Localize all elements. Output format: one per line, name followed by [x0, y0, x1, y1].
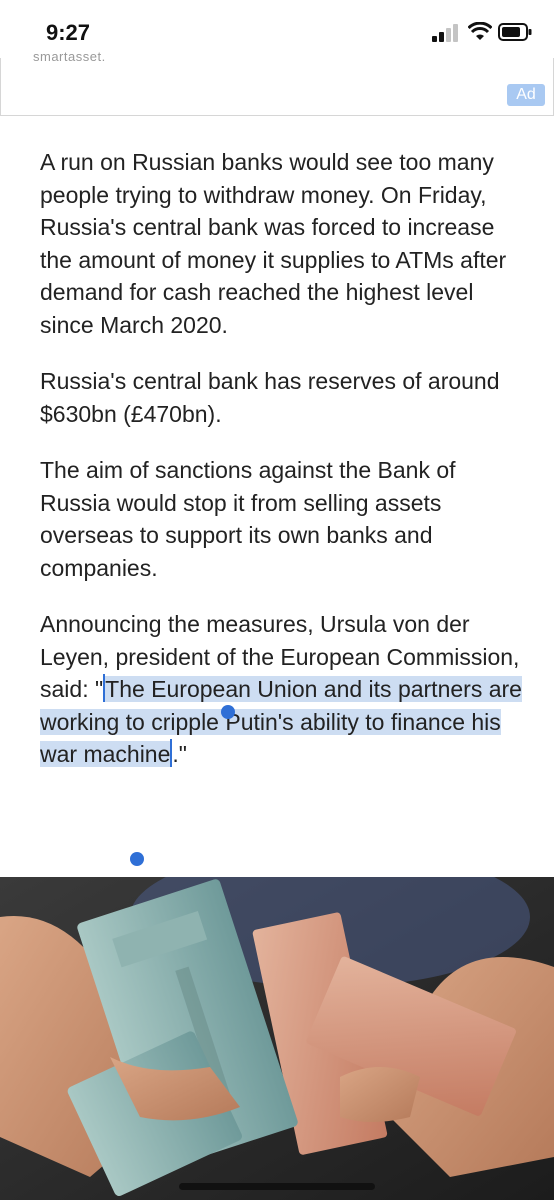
selection-end-handle[interactable]: [130, 852, 144, 866]
selected-quote-text[interactable]: The European Union and its partners are …: [40, 676, 522, 767]
home-indicator[interactable]: [179, 1183, 375, 1190]
status-time: 9:27: [46, 20, 91, 45]
cellular-signal-icon: [432, 24, 458, 42]
wifi-icon: [468, 22, 492, 40]
quote-paragraph: Announcing the measures, Ursula von der …: [40, 608, 530, 771]
quote-closing-text: .": [172, 741, 187, 767]
article-image[interactable]: [0, 877, 554, 1200]
ad-advertiser-text: smartasset.: [33, 52, 106, 62]
selection-start-handle[interactable]: [221, 705, 235, 719]
article-body: A run on Russian banks would see too man…: [40, 146, 530, 795]
article-paragraph: Russia's central bank has reserves of ar…: [40, 368, 500, 427]
selection-start-caret[interactable]: [103, 674, 106, 702]
article-paragraph: A run on Russian banks would see too man…: [40, 149, 507, 338]
article-paragraph: The aim of sanctions against the Bank of…: [40, 457, 456, 581]
selection-end-caret[interactable]: [170, 739, 173, 767]
ad-banner[interactable]: smartasset. Ad: [0, 52, 554, 116]
battery-icon: [498, 23, 532, 41]
status-icons: [422, 22, 532, 44]
ad-badge[interactable]: Ad: [507, 84, 545, 106]
quote-intro-text: Announcing the measures, Ursula von der …: [40, 611, 520, 702]
status-bar: 9:27: [0, 0, 554, 64]
ruble-banknotes-photo: [0, 877, 554, 1200]
